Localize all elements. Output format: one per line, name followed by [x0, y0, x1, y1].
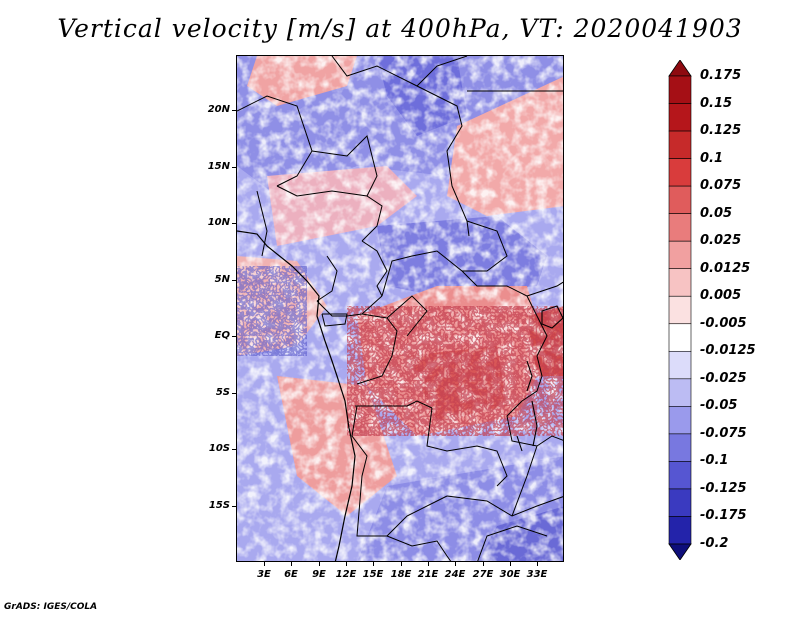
lat-tick [232, 393, 236, 394]
colorbar-label: -0.125 [700, 480, 747, 496]
colorbar-label: 0.025 [700, 233, 742, 249]
colorbar-segment [668, 185, 692, 214]
lat-label-10n: 10N [207, 217, 230, 228]
colorbar-segment [668, 213, 692, 242]
colorbar-label: 0.1 [700, 150, 724, 166]
lat-label-eq: EQ [214, 330, 230, 341]
colorbar-label: -0.175 [700, 508, 747, 524]
colorbar-label: 0.175 [700, 68, 742, 83]
lon-tick [264, 562, 265, 566]
colorbar-segment [668, 103, 692, 132]
lat-label-15n: 15N [207, 161, 230, 172]
colorbar-label: 0.05 [700, 205, 733, 221]
lon-label-24e: 24E [444, 569, 466, 580]
colorbar-label: 0.125 [700, 123, 742, 139]
colorbar-segment [668, 75, 692, 104]
lat-label-15s: 15S [208, 500, 230, 511]
lon-label-15e: 15E [362, 569, 384, 580]
colorbar-segment [668, 516, 692, 545]
lon-tick [373, 562, 374, 566]
colorbar-label: -0.025 [700, 370, 747, 386]
lon-tick [510, 562, 511, 566]
lon-tick [319, 562, 320, 566]
colorbar-segment [668, 433, 692, 462]
colorbar-label: -0.2 [700, 536, 729, 551]
lat-tick [232, 280, 236, 281]
lon-tick [291, 562, 292, 566]
lon-label-12e: 12E [335, 569, 357, 580]
lon-label-30e: 30E [499, 569, 521, 580]
colorbar-segment [668, 406, 692, 435]
colorbar-segment [668, 240, 692, 270]
colorbar-segment [668, 295, 692, 325]
coastline [237, 230, 356, 561]
lon-label-18e: 18E [390, 569, 412, 580]
lat-tick [232, 506, 236, 507]
field-convective-speckle [347, 306, 563, 436]
lon-label-33e: 33E [526, 569, 548, 580]
lon-label-6e: 6E [284, 569, 298, 580]
colorbar-segment [668, 323, 692, 352]
lon-tick [346, 562, 347, 566]
lakes [516, 305, 563, 452]
lon-tick [483, 562, 484, 566]
lat-tick [232, 110, 236, 111]
colorbar-label: -0.075 [700, 425, 747, 441]
lat-label-5n: 5N [214, 274, 230, 285]
lat-tick [232, 167, 236, 168]
lon-label-9e: 9E [312, 569, 326, 580]
colorbar-bottom-arrow [668, 543, 692, 560]
country-borders [237, 56, 563, 561]
field-coastal-speckle [237, 266, 307, 356]
lon-label-21e: 21E [417, 569, 439, 580]
colorbar-label: -0.0125 [700, 343, 756, 359]
lat-label-20n: 20N [207, 104, 230, 115]
lat-tick [232, 449, 236, 450]
lon-label-3e: 3E [257, 569, 271, 580]
lon-tick [537, 562, 538, 566]
colorbar-label: -0.005 [700, 315, 747, 331]
colorbar-label: 0.15 [700, 95, 733, 111]
colorbar-segment [668, 268, 692, 297]
lat-tick [232, 223, 236, 224]
colorbar-top-arrow [668, 60, 692, 77]
lon-tick [455, 562, 456, 566]
lat-label-5s: 5S [215, 387, 230, 398]
lat-tick [232, 336, 236, 337]
colorbar-segment [668, 350, 692, 380]
grads-credit: GrADS: IGES/COLA [4, 602, 98, 612]
lon-label-27e: 27E [472, 569, 494, 580]
plot-title: Vertical velocity [m/s] at 400hPa, VT: 2… [57, 14, 743, 43]
colorbar-label: 0.005 [700, 288, 742, 304]
colorbar-segment [668, 488, 692, 517]
colorbar-segment [668, 461, 692, 490]
colorbar-segment [668, 130, 692, 159]
lat-label-10s: 10S [208, 443, 230, 454]
colorbar-label: 0.0125 [700, 260, 751, 276]
colorbar-label: -0.05 [700, 398, 738, 414]
map-plot-area [236, 55, 564, 562]
colorbar [668, 60, 692, 560]
colorbar-label: 0.075 [700, 178, 742, 194]
velocity-field-map [237, 56, 563, 561]
colorbar-label: -0.1 [700, 453, 729, 469]
lon-tick [428, 562, 429, 566]
colorbar-segment [668, 378, 692, 407]
colorbar-segment [668, 158, 692, 187]
lon-tick [401, 562, 402, 566]
